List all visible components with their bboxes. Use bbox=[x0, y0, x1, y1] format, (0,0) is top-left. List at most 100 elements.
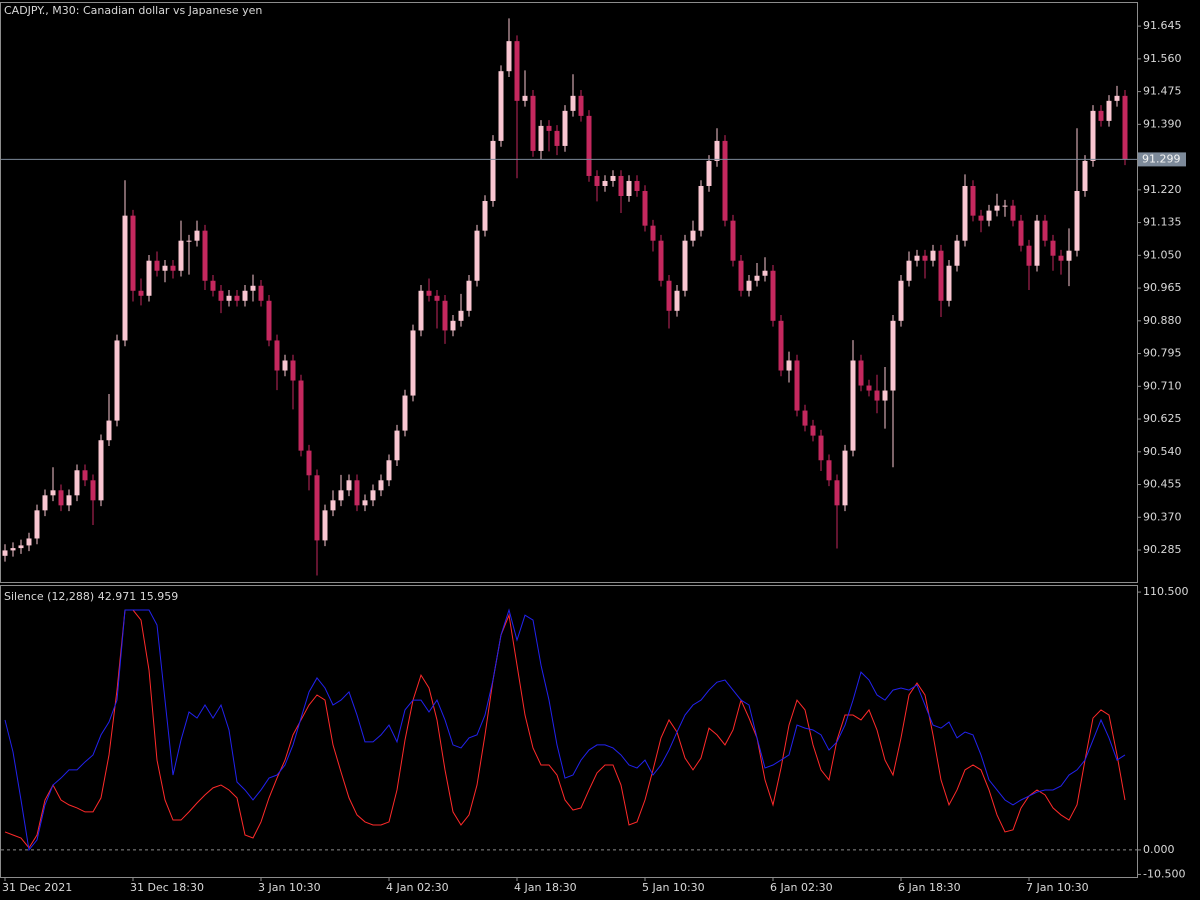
chart-title: CADJPY., M30: Canadian dollar vs Japanes… bbox=[4, 4, 262, 17]
candle-body bbox=[698, 185, 704, 231]
candle-body bbox=[514, 41, 520, 101]
candle-body bbox=[322, 510, 328, 541]
candle-body bbox=[810, 425, 816, 436]
y-tick-label: 90.880 bbox=[1143, 314, 1182, 327]
candle-body bbox=[10, 548, 16, 551]
candle-body bbox=[490, 140, 496, 202]
candle-body bbox=[954, 240, 960, 266]
candle-body bbox=[378, 480, 384, 491]
candle-body bbox=[330, 500, 336, 511]
candle-body bbox=[914, 255, 920, 261]
candle-body bbox=[346, 480, 352, 491]
candle-body bbox=[426, 290, 432, 296]
candle-body bbox=[202, 230, 208, 281]
candle-body bbox=[682, 240, 688, 291]
current-price-label: 91.299 bbox=[1142, 152, 1181, 165]
candle-body bbox=[210, 280, 216, 291]
candle-body bbox=[738, 260, 744, 291]
y-tick-label: 91.390 bbox=[1143, 117, 1182, 130]
candle-body bbox=[466, 280, 472, 311]
candle-body bbox=[42, 495, 48, 511]
candle-body bbox=[578, 95, 584, 116]
candle-body bbox=[586, 115, 592, 176]
y-tick-label: 90.710 bbox=[1143, 379, 1182, 392]
candle-body bbox=[178, 240, 184, 271]
candle-body bbox=[98, 440, 104, 501]
candle-body bbox=[962, 185, 968, 241]
y-tick-label: 90.625 bbox=[1143, 412, 1182, 425]
candle-body bbox=[338, 490, 344, 501]
candle-body bbox=[778, 320, 784, 371]
candle-body bbox=[858, 360, 864, 386]
candle-body bbox=[258, 285, 264, 301]
y-tick-label: 91.220 bbox=[1143, 183, 1182, 196]
candle-body bbox=[546, 125, 552, 131]
y-tick-label: 90.965 bbox=[1143, 281, 1182, 294]
y-tick-label: 91.645 bbox=[1143, 19, 1182, 32]
candle-body bbox=[154, 260, 160, 271]
candle-body bbox=[1042, 220, 1048, 241]
candle-body bbox=[26, 538, 32, 546]
candle-body bbox=[266, 300, 272, 341]
x-tick-label: 3 Jan 10:30 bbox=[258, 881, 321, 894]
candle-body bbox=[1074, 190, 1080, 251]
candle-body bbox=[658, 240, 664, 281]
candle-body bbox=[362, 500, 368, 506]
candle-body bbox=[722, 140, 728, 221]
candle-body bbox=[970, 185, 976, 216]
candle-body bbox=[1082, 160, 1088, 191]
candle-body bbox=[890, 320, 896, 391]
candle-body bbox=[706, 160, 712, 186]
candle-body bbox=[274, 340, 280, 371]
candle-body bbox=[106, 420, 112, 441]
candle-body bbox=[866, 385, 872, 391]
candle-body bbox=[554, 130, 560, 146]
y-tick-label: 90.285 bbox=[1143, 543, 1182, 556]
candle-body bbox=[1026, 245, 1032, 266]
x-tick-label: 6 Jan 18:30 bbox=[898, 881, 961, 894]
x-tick-label: 5 Jan 10:30 bbox=[642, 881, 705, 894]
candle-body bbox=[730, 220, 736, 261]
candle-body bbox=[218, 290, 224, 301]
y-tick-label: 91.135 bbox=[1143, 216, 1182, 229]
candle-body bbox=[242, 290, 248, 301]
x-tick-label: 7 Jan 10:30 bbox=[1026, 881, 1089, 894]
candle-body bbox=[250, 285, 256, 291]
candle-body bbox=[978, 215, 984, 221]
candle-body bbox=[506, 41, 512, 72]
candle-body bbox=[834, 480, 840, 506]
candle-body bbox=[618, 175, 624, 196]
candle-body bbox=[1010, 205, 1016, 221]
candle-body bbox=[282, 360, 288, 371]
candle-body bbox=[650, 225, 656, 241]
candle-body bbox=[74, 470, 80, 496]
y-tick-label: 91.475 bbox=[1143, 85, 1182, 98]
indicator-line bbox=[4, 608, 1126, 852]
candle-body bbox=[354, 480, 360, 506]
candle-body bbox=[130, 215, 136, 291]
candle-body bbox=[122, 215, 128, 341]
candle-body bbox=[754, 275, 760, 281]
candle-body bbox=[874, 390, 880, 401]
x-tick-label: 4 Jan 02:30 bbox=[386, 881, 449, 894]
candle-body bbox=[18, 545, 24, 549]
candle-body bbox=[714, 140, 720, 161]
candle-body bbox=[114, 340, 120, 421]
candle-body bbox=[34, 510, 40, 539]
candle-body bbox=[1034, 220, 1040, 266]
x-tick-label: 31 Dec 18:30 bbox=[130, 881, 204, 894]
y-tick-label: 90.540 bbox=[1143, 445, 1182, 458]
candle-body bbox=[370, 490, 376, 501]
candle-body bbox=[66, 495, 72, 506]
indicator-panel-border bbox=[0, 585, 1138, 878]
candle-body bbox=[1106, 100, 1112, 121]
candle-body bbox=[474, 230, 480, 281]
y-tick-label: 90.370 bbox=[1143, 510, 1182, 523]
candle-body bbox=[298, 380, 304, 451]
candle-body bbox=[50, 490, 56, 496]
candle-body bbox=[842, 450, 848, 506]
candle-body bbox=[1018, 220, 1024, 246]
candle-body bbox=[442, 300, 448, 331]
